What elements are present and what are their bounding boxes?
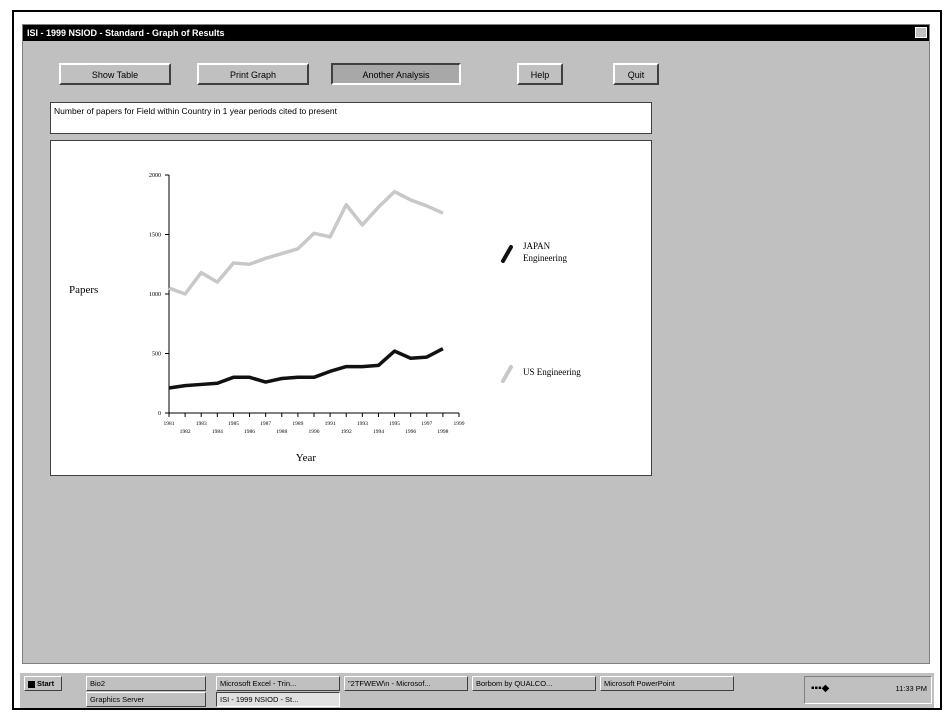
windows-logo-icon xyxy=(28,680,35,688)
y-tick-label: 0 xyxy=(158,411,161,417)
legend-swatch xyxy=(501,365,513,383)
system-tray: ▪▪▪◆ 11:33 PM xyxy=(804,676,932,704)
task-powerpoint[interactable]: Microsoft PowerPoint xyxy=(600,676,734,691)
query-description: Number of papers for Field within Countr… xyxy=(50,102,652,134)
task-borbom[interactable]: Borbom by QUALCO... xyxy=(472,676,596,691)
help-button[interactable]: Help xyxy=(517,63,563,85)
x-tick-label: 1986 xyxy=(244,429,255,435)
legend-label: JAPAN xyxy=(523,241,551,251)
start-button[interactable]: Start xyxy=(24,676,62,691)
tray-icons: ▪▪▪◆ xyxy=(811,683,830,694)
y-tick-label: 1500 xyxy=(149,233,161,239)
y-tick-label: 1000 xyxy=(149,292,161,298)
x-tick-label: 1984 xyxy=(212,429,223,435)
quit-button[interactable]: Quit xyxy=(613,63,659,85)
x-tick-label: 1989 xyxy=(292,421,303,427)
x-tick-label: 1983 xyxy=(196,421,207,427)
x-tick-label: 1987 xyxy=(260,421,271,427)
y-tick-label: 500 xyxy=(152,352,161,358)
screenshot-frame: ISI - 1999 NSIOD - Standard - Graph of R… xyxy=(12,10,942,710)
x-tick-label: 1992 xyxy=(341,429,352,435)
graph-panel: 0 500 1000 1500 2000 1981 1983 1985 1987 1989 1991… xyxy=(50,140,652,476)
clock: 11:33 PM xyxy=(895,684,927,693)
print-graph-button[interactable]: Print Graph xyxy=(197,63,309,85)
window-title: ISI - 1999 NSIOD - Standard - Graph of R… xyxy=(27,28,225,38)
x-tick-label: 1996 xyxy=(405,429,416,435)
x-tick-label: 1988 xyxy=(276,429,287,435)
y-tick-label: 2000 xyxy=(149,173,161,179)
x-tick-label: 1991 xyxy=(325,421,336,427)
title-bar: ISI - 1999 NSIOD - Standard - Graph of R… xyxy=(23,25,929,41)
x-tick-label: 1993 xyxy=(357,421,368,427)
series-line-japan xyxy=(168,347,444,390)
another-analysis-button[interactable]: Another Analysis xyxy=(331,63,461,85)
legend-label: Engineering xyxy=(523,253,567,263)
show-table-button[interactable]: Show Table xyxy=(59,63,171,85)
x-tick-label: 1998 xyxy=(437,429,448,435)
legend-label: US Engineering xyxy=(523,367,581,377)
task-isi-active[interactable]: ISI - 1999 NSIOD - St... xyxy=(216,692,340,707)
close-button[interactable] xyxy=(915,27,927,38)
line-chart: 0 500 1000 1500 2000 1981 1983 1985 1987 1989 1991… xyxy=(69,173,581,464)
x-tick-label: 1994 xyxy=(373,429,384,435)
x-tick-label: 1995 xyxy=(389,421,400,427)
taskbar: Start Bio2 Microsoft Excel - Trin... "2T… xyxy=(20,672,934,708)
x-tick-label: 1985 xyxy=(228,421,239,427)
x-tick-label: 1997 xyxy=(421,421,432,427)
task-excel[interactable]: Microsoft Excel - Trin... xyxy=(216,676,340,691)
start-label: Start xyxy=(37,679,55,688)
x-tick-label: 1990 xyxy=(309,429,320,435)
task-bio2[interactable]: Bio2 xyxy=(86,676,206,691)
task-graphics-server[interactable]: Graphics Server xyxy=(86,692,206,707)
y-axis-label: Papers xyxy=(69,284,98,296)
x-tick-label: 1999 xyxy=(454,421,465,427)
task-word[interactable]: "2TFWEW\n - Microsof... xyxy=(344,676,468,691)
x-axis-label: Year xyxy=(296,452,317,464)
x-tick-label: 1982 xyxy=(180,429,191,435)
series-line-us xyxy=(168,189,444,296)
legend-swatch xyxy=(501,245,513,263)
x-tick-label: 1981 xyxy=(164,421,175,427)
